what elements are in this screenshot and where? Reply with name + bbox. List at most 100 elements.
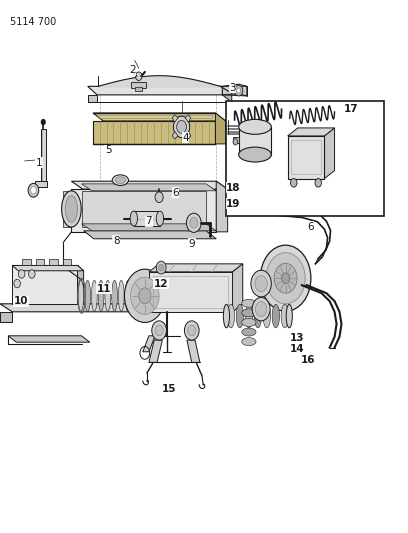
Text: 5114 700: 5114 700 <box>10 17 56 27</box>
Text: 8: 8 <box>113 236 120 246</box>
Ellipse shape <box>242 328 256 336</box>
Circle shape <box>135 72 142 80</box>
Polygon shape <box>71 181 228 189</box>
Text: 1: 1 <box>35 158 42 167</box>
Text: 6: 6 <box>172 188 179 198</box>
Circle shape <box>235 85 243 96</box>
Circle shape <box>173 116 190 138</box>
Polygon shape <box>222 86 247 96</box>
Ellipse shape <box>224 304 230 328</box>
Circle shape <box>315 179 322 187</box>
Bar <box>36 259 44 265</box>
Circle shape <box>233 139 238 145</box>
Polygon shape <box>78 265 84 304</box>
Polygon shape <box>63 191 71 227</box>
Text: 4: 4 <box>182 133 189 142</box>
Polygon shape <box>134 211 160 226</box>
Text: 15: 15 <box>162 384 177 394</box>
Ellipse shape <box>105 280 111 311</box>
Text: 11: 11 <box>97 284 111 294</box>
Ellipse shape <box>239 119 271 134</box>
Ellipse shape <box>242 300 256 307</box>
Text: 2: 2 <box>129 66 136 75</box>
Circle shape <box>14 279 20 288</box>
Polygon shape <box>222 86 232 102</box>
Ellipse shape <box>281 304 288 328</box>
Bar <box>288 136 324 179</box>
Text: 12: 12 <box>154 279 169 288</box>
Polygon shape <box>88 86 232 95</box>
Bar <box>98 115 212 118</box>
Polygon shape <box>12 265 84 271</box>
Polygon shape <box>8 336 90 342</box>
Polygon shape <box>149 264 243 272</box>
Circle shape <box>255 276 267 292</box>
Ellipse shape <box>91 280 97 311</box>
Circle shape <box>18 270 25 278</box>
Polygon shape <box>215 113 226 144</box>
Ellipse shape <box>156 211 164 226</box>
Polygon shape <box>288 128 335 136</box>
Bar <box>226 101 384 216</box>
Ellipse shape <box>132 280 137 311</box>
Circle shape <box>282 273 290 284</box>
Circle shape <box>31 187 36 194</box>
Circle shape <box>188 325 196 336</box>
Polygon shape <box>35 181 47 187</box>
Circle shape <box>159 264 164 271</box>
Ellipse shape <box>62 191 81 227</box>
Circle shape <box>152 321 166 340</box>
Ellipse shape <box>242 338 256 346</box>
Polygon shape <box>233 264 243 312</box>
Text: 14: 14 <box>290 344 304 354</box>
Polygon shape <box>71 189 216 232</box>
Polygon shape <box>84 231 216 239</box>
Bar <box>131 82 146 88</box>
Polygon shape <box>82 184 216 191</box>
Ellipse shape <box>85 280 91 311</box>
Ellipse shape <box>65 196 78 222</box>
Ellipse shape <box>286 304 293 328</box>
Ellipse shape <box>139 280 144 311</box>
Ellipse shape <box>263 304 271 328</box>
Circle shape <box>155 192 163 203</box>
Circle shape <box>255 302 267 317</box>
Polygon shape <box>187 340 200 362</box>
Polygon shape <box>185 115 191 123</box>
Circle shape <box>260 245 311 311</box>
Polygon shape <box>41 129 46 181</box>
Text: 9: 9 <box>188 239 195 248</box>
Ellipse shape <box>227 304 235 328</box>
Ellipse shape <box>236 304 244 328</box>
Ellipse shape <box>254 304 262 328</box>
Ellipse shape <box>245 304 253 328</box>
Circle shape <box>156 261 166 274</box>
Ellipse shape <box>112 280 118 311</box>
Circle shape <box>186 213 201 232</box>
Circle shape <box>237 88 241 93</box>
Circle shape <box>131 277 159 314</box>
Polygon shape <box>172 115 178 123</box>
Circle shape <box>274 263 297 293</box>
Text: 17: 17 <box>344 104 358 114</box>
Bar <box>153 276 228 308</box>
Ellipse shape <box>125 280 131 311</box>
Circle shape <box>29 270 35 278</box>
Polygon shape <box>324 128 335 179</box>
Bar <box>149 272 233 312</box>
Ellipse shape <box>242 309 256 317</box>
Text: 7: 7 <box>146 216 152 226</box>
Circle shape <box>251 270 271 297</box>
Polygon shape <box>143 336 155 352</box>
Text: 10: 10 <box>14 296 29 306</box>
Text: 13: 13 <box>290 334 304 343</box>
Polygon shape <box>82 191 206 227</box>
Polygon shape <box>93 121 215 144</box>
Circle shape <box>266 253 305 304</box>
Bar <box>135 87 142 91</box>
Ellipse shape <box>242 319 256 326</box>
Text: 16: 16 <box>301 355 315 365</box>
Circle shape <box>155 325 163 336</box>
Ellipse shape <box>272 304 279 328</box>
Circle shape <box>190 217 198 228</box>
